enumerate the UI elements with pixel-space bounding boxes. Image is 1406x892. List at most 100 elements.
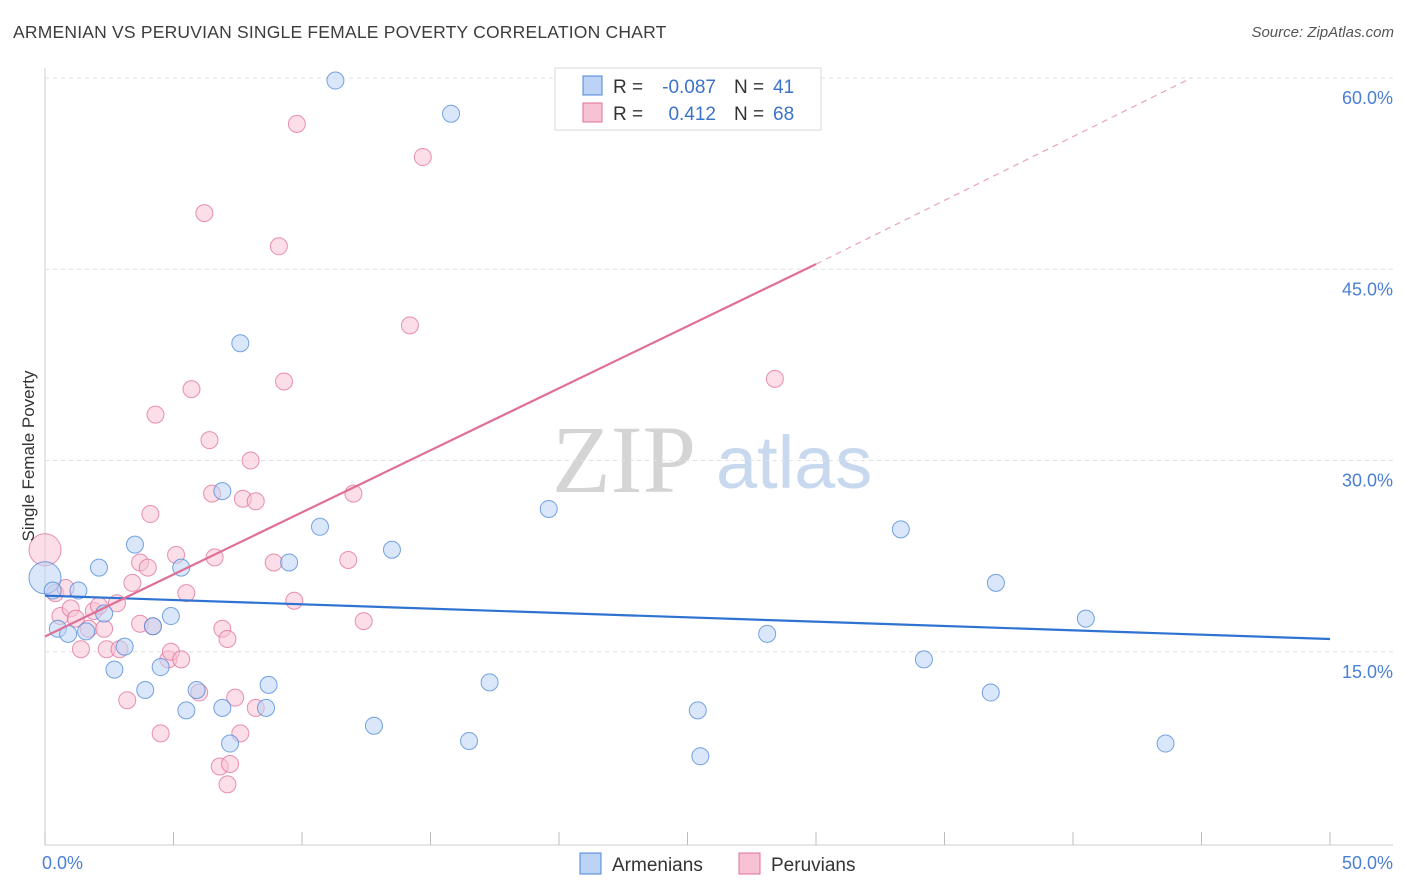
- armenian-points: [28, 71, 1175, 766]
- peruvian-point-49: [287, 114, 306, 133]
- peruvian-point-28: [182, 380, 201, 399]
- peruvian-trend-extension: [815, 77, 1192, 265]
- chart-title: ARMENIAN VS PERUVIAN SINGLE FEMALE POVER…: [13, 22, 667, 42]
- armenian-point-9: [115, 637, 134, 656]
- armenian-point-11: [136, 681, 155, 699]
- peruvian-point-30: [195, 204, 214, 223]
- peruvian-point-53: [400, 316, 419, 335]
- peruvian-point-38: [221, 754, 240, 773]
- legend-n-value-peruvian: 68: [773, 104, 794, 125]
- armenian-point-4: [69, 581, 88, 600]
- armenian-point-24: [280, 553, 299, 572]
- legend-r-value-armenian: -0.087: [662, 77, 716, 98]
- peruvian-point-45: [264, 553, 283, 572]
- peruvian-point-47: [275, 372, 294, 391]
- armenian-point-25: [310, 517, 329, 536]
- legend-n-label-peruvian: N =: [734, 104, 764, 125]
- x-tick-label-min: 0.0%: [42, 853, 83, 873]
- peruvian-point-43: [246, 492, 265, 511]
- armenian-point-32: [539, 499, 558, 518]
- peruvian-point-27: [177, 584, 196, 603]
- bottom-legend-armenians: Armenians: [612, 855, 703, 876]
- armenian-point-13: [151, 658, 170, 677]
- y-tick-label-15: 15.0%: [1342, 662, 1393, 682]
- armenian-point-10: [125, 535, 144, 554]
- legend-r-value-peruvian: 0.412: [668, 104, 716, 125]
- series-legend: Armenians Peruvians: [579, 852, 856, 876]
- peruvian-point-10: [95, 619, 114, 638]
- peruvian-point-22: [151, 724, 170, 743]
- source-label: Source: ZipAtlas.com: [1251, 24, 1394, 41]
- peruvian-point-50: [339, 550, 358, 569]
- watermark-zip: ZIP: [552, 406, 696, 513]
- peruvian-point-15: [123, 573, 142, 592]
- armenian-point-6: [89, 558, 108, 577]
- armenian-point-19: [213, 482, 232, 501]
- armenian-point-5: [77, 622, 96, 641]
- peruvian-point-18: [138, 558, 157, 577]
- armenian-point-34: [691, 747, 710, 766]
- armenian-point-30: [460, 732, 479, 750]
- armenian-point-35: [758, 624, 777, 643]
- y-tick-label-60: 60.0%: [1342, 88, 1393, 108]
- bottom-legend-peruvian-swatch: [738, 852, 761, 875]
- peruvian-point-26: [172, 650, 191, 669]
- peruvian-point-39: [226, 688, 245, 707]
- y-tick-label-30: 30.0%: [1342, 471, 1393, 491]
- armenian-point-8: [105, 660, 124, 679]
- legend-peruvian-swatch: [582, 102, 603, 123]
- peruvian-point-6: [71, 640, 90, 659]
- peruvian-point-52: [354, 612, 373, 631]
- peruvian-point-46: [269, 237, 288, 256]
- peruvian-points: [28, 114, 784, 794]
- bottom-legend-peruvians: Peruvians: [771, 855, 856, 876]
- armenian-point-14: [161, 607, 180, 626]
- armenian-point-37: [914, 650, 933, 669]
- peruvian-point-31: [200, 431, 219, 450]
- armenian-point-39: [986, 573, 1005, 592]
- armenian-trend-line: [44, 594, 1331, 641]
- x-tick-label-max: 50.0%: [1342, 853, 1393, 873]
- peruvian-point-19: [141, 505, 160, 524]
- armenian-point-12: [143, 617, 162, 636]
- armenian-point-21: [231, 334, 250, 353]
- armenian-point-36: [891, 520, 910, 539]
- armenian-point-18: [213, 698, 232, 717]
- y-tick-label-45: 45.0%: [1342, 279, 1393, 299]
- armenian-point-38: [981, 683, 1000, 702]
- legend-n-label-armenian: N =: [734, 77, 764, 98]
- peruvian-point-36: [218, 630, 237, 648]
- peruvian-point-48: [285, 591, 304, 610]
- armenian-point-22: [257, 698, 276, 717]
- legend-r-label-armenian: R =: [613, 77, 643, 98]
- grid-lines: [45, 77, 1393, 653]
- trend-lines: [44, 77, 1331, 641]
- armenian-point-29: [442, 104, 461, 123]
- armenian-point-17: [187, 681, 206, 699]
- legend-n-value-armenian: 41: [773, 77, 794, 98]
- armenian-point-40: [1076, 609, 1095, 628]
- armenian-point-27: [364, 716, 383, 735]
- armenian-point-26: [326, 71, 345, 90]
- peruvian-point-42: [241, 451, 260, 470]
- armenian-point-31: [480, 673, 499, 692]
- correlation-legend: R = -0.087 N = 41 R = 0.412 N = 68: [554, 67, 822, 131]
- peruvian-point-14: [118, 691, 137, 710]
- y-axis-label: Single Female Poverty: [19, 370, 38, 542]
- armenian-point-16: [177, 701, 196, 720]
- peruvian-point-21: [146, 405, 165, 424]
- armenian-point-28: [382, 540, 401, 559]
- bottom-legend-armenian-swatch: [579, 852, 602, 875]
- peruvian-point-37: [218, 775, 237, 794]
- armenian-point-23: [259, 675, 278, 694]
- legend-r-label-peruvian: R =: [613, 104, 643, 125]
- watermark-atlas: atlas: [716, 421, 872, 504]
- peruvian-point-54: [413, 148, 432, 167]
- axes: 15.0% 30.0% 45.0% 60.0%: [44, 68, 1393, 846]
- armenian-point-20: [221, 734, 240, 753]
- armenian-point-33: [688, 701, 707, 720]
- legend-armenian-swatch: [582, 75, 603, 96]
- peruvian-trend-line: [44, 263, 817, 638]
- peruvian-point-55: [765, 369, 784, 388]
